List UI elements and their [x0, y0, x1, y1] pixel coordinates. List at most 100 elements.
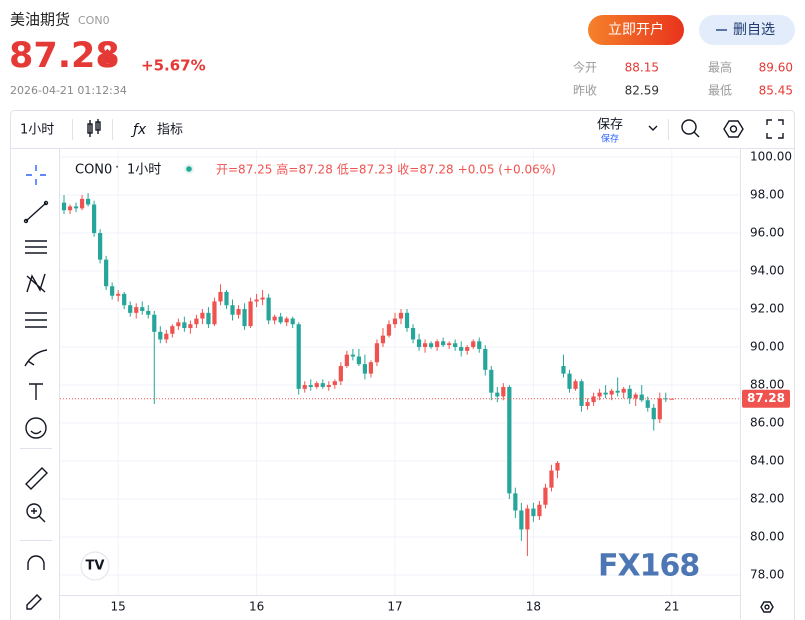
candle-body: [621, 388, 626, 393]
candle-body: [284, 318, 289, 323]
candle-type-icon[interactable]: [87, 119, 101, 137]
save-sub[interactable]: 保存: [601, 133, 619, 145]
x-tick-label: 17: [387, 600, 402, 614]
y-tick-label: 82.00: [750, 492, 784, 506]
ohlc-legend-item: 低=87.23: [337, 163, 393, 177]
timestamp: 2026-04-21 01:12:34: [10, 84, 127, 97]
open-account-label[interactable]: 立即开户: [608, 21, 664, 38]
quick-search-icon[interactable]: [681, 119, 700, 138]
ohlc-legend: 开=87.25 高=87.28 低=87.23 收=87.28 +0.05 (+0.06…: [216, 162, 556, 177]
candle-body: [212, 301, 217, 325]
open-account-button[interactable]: [588, 15, 684, 45]
candle-body: [519, 510, 524, 530]
stat-label: 今开: [573, 60, 597, 75]
candle-body: [428, 343, 434, 348]
candle-body: [477, 341, 482, 349]
candle-body: [338, 366, 343, 382]
candle-body: [91, 204, 97, 234]
candle-body: [140, 307, 145, 311]
remove-watch-label[interactable]: 删自选: [733, 22, 775, 38]
candle-body: [669, 398, 674, 400]
interval[interactable]: 1小时: [20, 123, 54, 138]
candle-body: [290, 318, 295, 325]
ohlc-legend-item: 开=87.25: [216, 163, 272, 177]
candle-body: [254, 299, 259, 302]
candle-body: [525, 508, 530, 530]
last-price-label: 87.28: [747, 391, 785, 405]
candle-body: [404, 312, 410, 329]
y-tick-label: 92.00: [750, 302, 784, 316]
y-tick-label: 88.00: [750, 378, 784, 392]
axis-settings-icon[interactable]: [760, 601, 774, 613]
candle-body: [146, 310, 151, 315]
candle-body: [278, 316, 283, 323]
candle-body: [447, 343, 452, 346]
candle-body: [645, 400, 650, 408]
candle-body: [356, 356, 361, 365]
y-tick-label: 98.00: [750, 188, 784, 202]
candle-body: [206, 312, 211, 325]
stat-value: 82.59: [625, 84, 659, 98]
x-tick-label: 18: [526, 600, 541, 614]
stat-value: 85.45: [759, 84, 793, 98]
candle-body: [164, 333, 169, 340]
y-tick-label: 100.00: [750, 150, 792, 164]
x-tick-label: 15: [111, 600, 126, 614]
candle-body: [194, 318, 199, 325]
candle-body: [85, 198, 91, 205]
drawing-tools[interactable]: [23, 165, 49, 610]
svg-text:TV: TV: [86, 559, 105, 574]
candle-body: [573, 381, 578, 389]
candle-body: [585, 402, 590, 406]
symbol: CON0: [75, 163, 112, 178]
chevron[interactable]: [648, 125, 658, 131]
candle-body: [61, 202, 67, 211]
candle-body: [272, 316, 277, 321]
candle-body: [453, 343, 458, 348]
y-tick-label: 84.00: [750, 454, 784, 468]
candle-body: [350, 354, 355, 357]
up-arrow: [98, 48, 117, 64]
candle-body: [260, 297, 265, 300]
candle-body: [639, 394, 644, 401]
candle-body: [495, 392, 500, 397]
candle-body: [182, 322, 187, 329]
candle-body: [591, 396, 596, 403]
candle-body: [627, 388, 632, 399]
candle-body: [471, 341, 476, 348]
candle-body: [392, 318, 398, 325]
save[interactable]: 保存: [597, 118, 623, 133]
candle-body: [170, 326, 175, 334]
candle-body: [128, 305, 133, 313]
stat-value: 88.15: [625, 61, 659, 75]
candle-body: [79, 198, 85, 209]
candle-body: [176, 322, 181, 327]
indicators[interactable]: 指标: [157, 123, 183, 138]
ohlc-legend-item: 高=87.28: [276, 162, 332, 177]
candle-body: [320, 383, 325, 387]
candle-body: [188, 324, 193, 329]
candle-body: [248, 301, 253, 327]
stat-label: 最高: [708, 60, 732, 75]
remove-watch-button[interactable]: [699, 15, 795, 45]
candle-body: [104, 259, 109, 287]
candle-body: [441, 341, 446, 346]
candle-body: [308, 385, 313, 387]
candle-body: [230, 305, 235, 315]
code: CON0: [78, 14, 110, 27]
fx-icon[interactable]: ƒx: [130, 122, 147, 138]
chart-frame: [10, 110, 795, 620]
y-tick-label: 94.00: [750, 264, 784, 278]
candle-body: [507, 386, 512, 494]
candle-body: [561, 366, 566, 374]
fullscreen-icon[interactable]: [766, 119, 784, 139]
candle-body: [368, 362, 374, 374]
candle-body: [116, 293, 121, 296]
title: 美油期货: [10, 11, 70, 29]
candle-body: [555, 462, 560, 471]
candle-body: [483, 348, 488, 370]
candle-body: [296, 324, 301, 389]
settings-icon[interactable]: [723, 120, 744, 138]
candle-body: [218, 291, 223, 302]
